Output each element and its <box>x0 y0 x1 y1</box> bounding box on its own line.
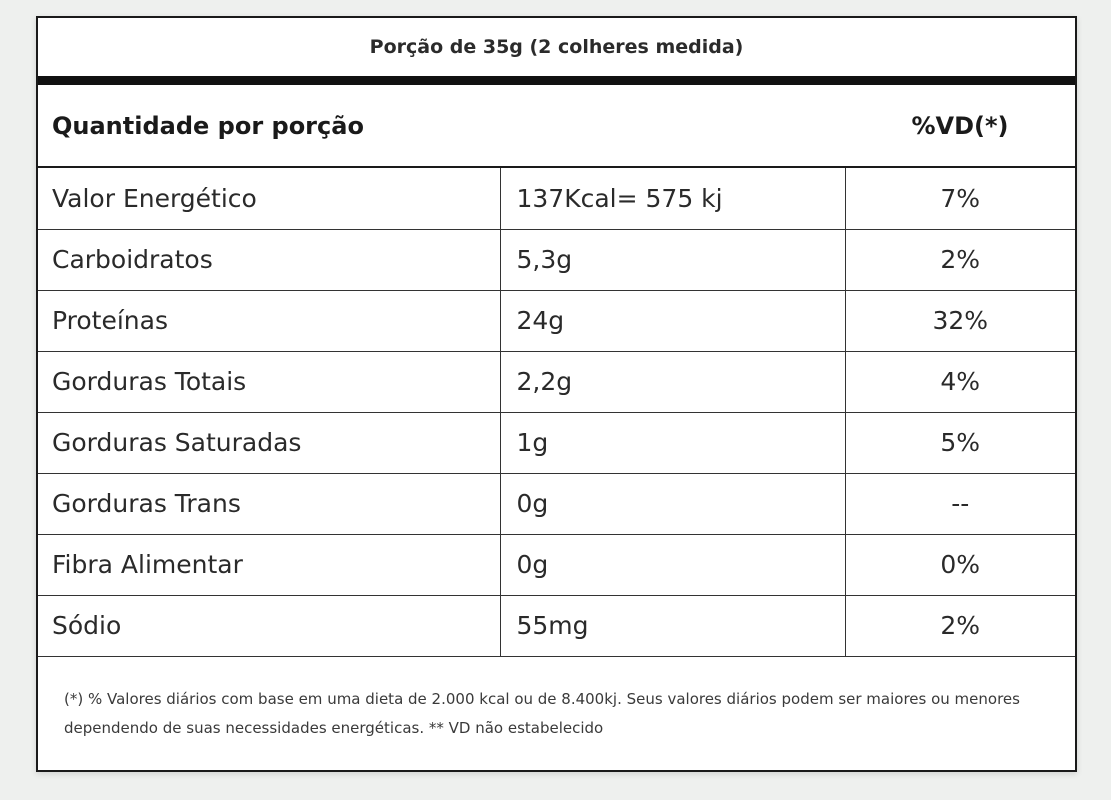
nutrient-daily-value: -- <box>845 473 1075 535</box>
nutrient-daily-value: 5% <box>845 412 1075 474</box>
nutrient-daily-value: 0% <box>845 534 1075 596</box>
nutrient-name: Gorduras Totais <box>38 351 501 413</box>
nutrients-table: Valor Energético 137Kcal= 575 kj 7% Carb… <box>38 168 1075 657</box>
table-row: Sódio 55mg 2% <box>38 595 1075 657</box>
table-row: Fibra Alimentar 0g 0% <box>38 534 1075 596</box>
nutrient-name: Carboidratos <box>38 229 501 291</box>
nutrient-amount: 0g <box>500 473 846 535</box>
nutrient-amount: 1g <box>500 412 846 474</box>
nutrient-amount: 5,3g <box>500 229 846 291</box>
nutrient-daily-value: 32% <box>845 290 1075 352</box>
nutrient-amount: 137Kcal= 575 kj <box>500 168 846 230</box>
table-row: Gorduras Saturadas 1g 5% <box>38 412 1075 474</box>
nutrient-daily-value: 4% <box>845 351 1075 413</box>
table-row: Proteínas 24g 32% <box>38 290 1075 352</box>
nutrient-name: Fibra Alimentar <box>38 534 501 596</box>
daily-value-heading: %VD(*) <box>911 111 1009 140</box>
nutrient-amount: 55mg <box>500 595 846 657</box>
table-row: Gorduras Totais 2,2g 4% <box>38 351 1075 413</box>
nutrient-amount: 0g <box>500 534 846 596</box>
nutrient-name: Gorduras Saturadas <box>38 412 501 474</box>
footnote: (*) % Valores diários com base em uma di… <box>64 689 1020 737</box>
nutrient-name: Valor Energético <box>38 168 501 230</box>
thick-divider <box>38 76 1075 85</box>
nutrient-name: Proteínas <box>38 290 501 352</box>
table-row: Valor Energético 137Kcal= 575 kj 7% <box>38 168 1075 230</box>
table-row: Gorduras Trans 0g -- <box>38 473 1075 535</box>
nutrient-amount: 2,2g <box>500 351 846 413</box>
nutrient-daily-value: 2% <box>845 595 1075 657</box>
nutrient-name: Gorduras Trans <box>38 473 501 535</box>
nutrient-amount: 24g <box>500 290 846 352</box>
quantity-per-serving-heading: Quantidade por porção <box>52 111 364 140</box>
nutrient-daily-value: 2% <box>845 229 1075 291</box>
nutrient-name: Sódio <box>38 595 501 657</box>
serving-size: Porção de 35g (2 colheres medida) <box>369 36 744 58</box>
table-header: Quantidade por porção %VD(*) <box>38 85 1075 168</box>
nutrient-daily-value: 7% <box>845 168 1075 230</box>
table-row: Carboidratos 5,3g 2% <box>38 229 1075 291</box>
nutrition-facts-label: Porção de 35g (2 colheres medida) Quanti… <box>36 16 1077 772</box>
